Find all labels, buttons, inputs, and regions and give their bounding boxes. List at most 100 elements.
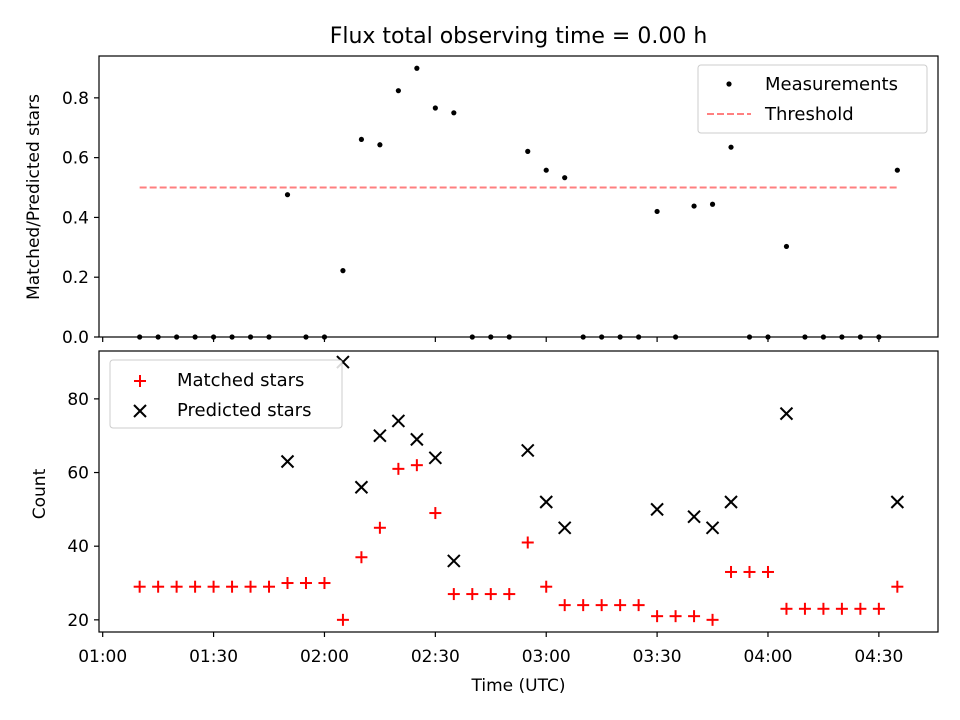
matched-point — [595, 599, 608, 612]
predicted-point — [354, 480, 369, 494]
legend-threshold-label: Threshold — [764, 104, 854, 125]
x-tick-label: 02:00 — [300, 647, 349, 667]
predicted-point — [650, 502, 664, 517]
measurement-point — [709, 201, 716, 207]
matched-point — [484, 588, 497, 601]
matched-point — [651, 610, 664, 623]
y-tick-label: 0.6 — [62, 149, 89, 169]
measurement-point — [617, 334, 623, 340]
predicted-point — [705, 521, 720, 535]
predicted-point — [280, 454, 295, 469]
legend-predicted-marker — [133, 404, 147, 418]
measurement-point — [229, 334, 235, 340]
measurement-point — [802, 334, 808, 340]
matched-point — [669, 610, 682, 623]
matched-point — [392, 462, 405, 475]
matched-point — [817, 602, 830, 615]
matched-point — [743, 565, 756, 578]
top-axes: Matched/Predicted stars 0.00.20.40.60.8 … — [24, 55, 939, 348]
measurement-point — [820, 334, 827, 340]
measurement-point — [525, 148, 531, 154]
measurement-point — [432, 105, 438, 111]
measurement-point — [155, 334, 161, 340]
measurement-point — [284, 192, 291, 198]
matched-point — [780, 602, 793, 615]
matched-point — [170, 580, 183, 593]
measurement-point — [691, 203, 697, 209]
measurement-point — [340, 268, 346, 274]
measurement-point — [672, 334, 679, 340]
matched-point — [336, 613, 349, 626]
measurement-point — [247, 334, 254, 340]
x-tick-label: 03:30 — [633, 647, 682, 667]
chart-title: Flux total observing time = 0.00 h — [330, 24, 708, 49]
measurement-point — [543, 167, 549, 173]
predicted-point — [539, 495, 553, 509]
measurement-point — [321, 334, 328, 340]
matched-point — [706, 613, 719, 626]
measurement-point — [469, 334, 475, 340]
matched-point — [133, 580, 146, 593]
y-tick-label: 0.8 — [62, 89, 89, 109]
measurement-point — [377, 142, 383, 148]
matched-point — [299, 577, 312, 590]
measurement-point — [783, 243, 790, 250]
matched-point — [835, 602, 848, 615]
matched-point — [263, 580, 276, 593]
measurement-point — [894, 167, 900, 173]
matched-point — [189, 580, 202, 593]
matched-point — [854, 602, 867, 615]
measurement-point — [192, 334, 198, 340]
measurement-point — [636, 334, 642, 340]
matched-point — [521, 536, 534, 549]
legend-measurements-marker — [726, 81, 732, 87]
top-legend: Measurements Threshold — [697, 64, 928, 134]
measurement-point — [174, 334, 180, 340]
measurement-point — [395, 88, 401, 94]
matched-point — [355, 551, 368, 564]
x-tick-label: 01:00 — [78, 647, 127, 667]
matched-point — [318, 577, 331, 590]
y-tick-label: 40 — [67, 537, 89, 557]
measurement-point — [266, 334, 272, 340]
matched-point — [244, 580, 257, 593]
predicted-point — [521, 443, 535, 458]
y-tick-label: 60 — [67, 464, 89, 484]
matched-point — [207, 580, 220, 593]
predicted-point — [447, 554, 461, 568]
matched-point — [891, 580, 904, 593]
predicted-point — [373, 428, 387, 443]
predicted-point — [391, 414, 406, 428]
matched-point — [373, 521, 386, 534]
predicted-point — [687, 510, 701, 524]
measurement-point — [303, 334, 309, 340]
legend-predicted-label: Predicted stars — [177, 400, 311, 421]
measurement-point — [599, 334, 605, 340]
bottom-axes: Count Time (UTC) 01:00 01:30 02:00 02:30 03:… — [30, 350, 939, 696]
y-tick-label: 20 — [67, 611, 89, 631]
measurement-point — [876, 334, 882, 340]
measurement-point — [728, 144, 734, 150]
matched-point — [761, 565, 774, 578]
matched-point — [447, 588, 460, 601]
measurement-point — [857, 334, 863, 340]
predicted-point — [557, 521, 572, 535]
matched-point — [614, 599, 627, 612]
measurement-point — [580, 334, 586, 340]
matched-point — [725, 565, 738, 578]
matched-point — [410, 459, 423, 472]
matched-point — [152, 580, 165, 593]
y-tick-label: 0.2 — [62, 268, 89, 288]
x-tick-label: 04:00 — [743, 647, 792, 667]
y-tick-label: 80 — [67, 390, 89, 410]
measurement-point — [210, 334, 217, 340]
matched-point — [540, 580, 553, 593]
measurement-point — [451, 110, 457, 116]
measurement-point — [358, 136, 365, 143]
measurement-point — [414, 65, 420, 71]
matched-point — [429, 507, 442, 520]
x-tick-label: 03:00 — [522, 647, 571, 667]
legend-matched-marker — [134, 375, 146, 387]
matched-point — [503, 588, 516, 601]
x-tick-label: 02:30 — [411, 647, 460, 667]
